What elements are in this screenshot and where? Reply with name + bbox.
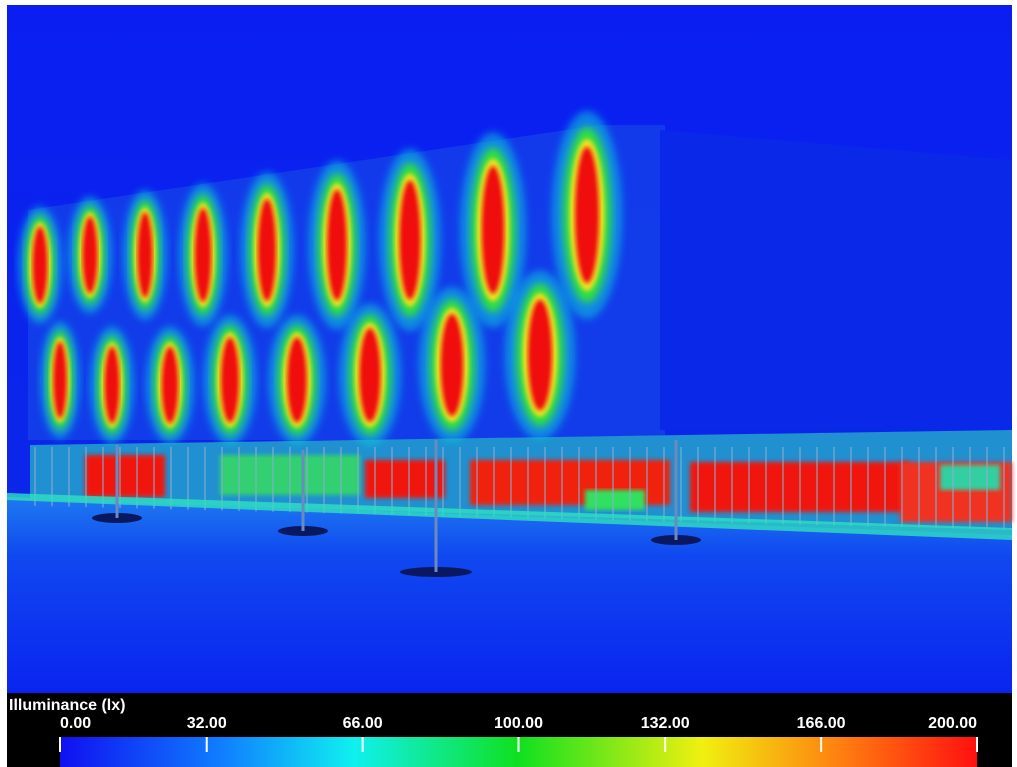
glass-segment [85, 455, 165, 497]
glow [162, 347, 179, 424]
page: {"legend": {"title": "Illuminance (lx)",… [0, 0, 1017, 767]
glow [221, 338, 239, 423]
glow [575, 147, 599, 283]
glass-segment [365, 460, 445, 498]
side-wall [660, 130, 1012, 430]
glow [327, 190, 347, 301]
glass-segment [585, 490, 645, 510]
glow [83, 217, 98, 294]
glow [360, 328, 381, 422]
glow [482, 166, 505, 294]
tick-label: 166.00 [797, 715, 846, 732]
glow [33, 227, 48, 304]
glow [441, 314, 464, 416]
glow [53, 342, 67, 419]
glow [258, 199, 276, 301]
glow [287, 338, 307, 423]
tick-label: 66.00 [343, 715, 383, 732]
glow [138, 213, 153, 298]
tick-label: 132.00 [641, 715, 690, 732]
tick-label: 100.00 [494, 715, 543, 732]
glow [400, 181, 421, 300]
glow [105, 347, 120, 424]
legend-title: Illuminance (lx) [9, 697, 125, 714]
glow [528, 300, 552, 411]
tick-label: 200.00 [928, 715, 977, 732]
tick-label: 0.00 [60, 715, 91, 732]
tick-label: 32.00 [187, 715, 227, 732]
glow [195, 208, 212, 302]
illuminance-render: Illuminance (lx) 0.00 32.00 66.00 100.00 132… [0, 0, 1017, 767]
